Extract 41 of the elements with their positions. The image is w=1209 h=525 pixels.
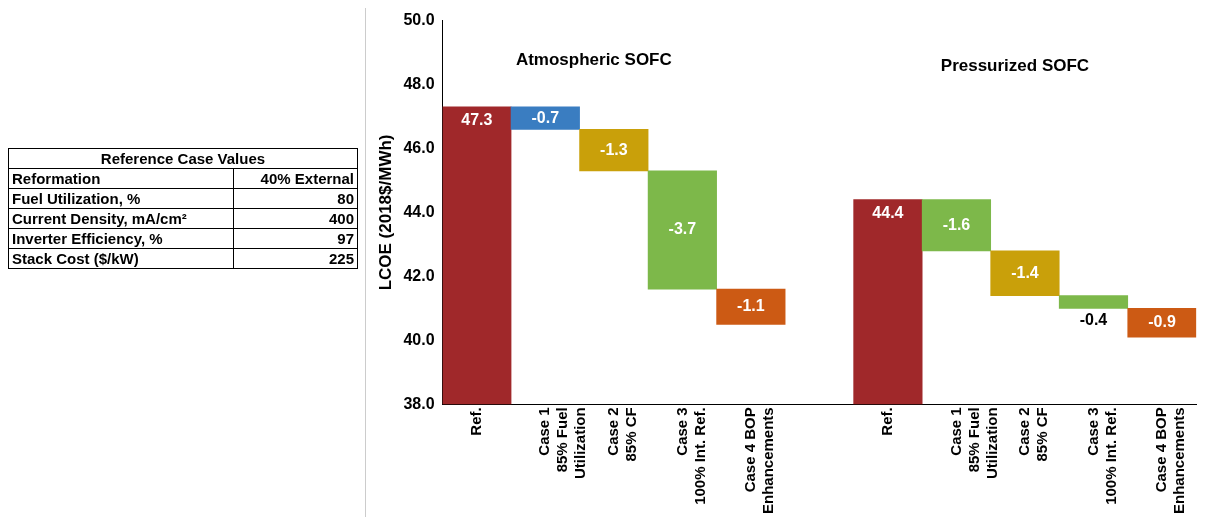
text: 225 (233, 248, 358, 269)
x-tick-label: Case 3 100% Int. Ref. (1083, 407, 1119, 505)
annotation: Pressurized SOFC (940, 56, 1090, 76)
data-label: -0.9 (1148, 313, 1176, 331)
text: Reformation (8, 168, 234, 189)
x-tick-label: Case 4 BOP Enhancements (741, 407, 777, 514)
x-tick-label: Ref. (466, 407, 484, 436)
y-tick-label: 38.0 (403, 394, 435, 412)
y-tick-label: 46.0 (403, 138, 435, 156)
x-tick-label: Ref. (878, 407, 896, 436)
text: Fuel Utilization, % (8, 188, 234, 209)
y-tick-label: 40.0 (403, 330, 435, 348)
data-label: -3.7 (668, 220, 697, 238)
data-label: -0.7 (531, 108, 560, 126)
data-label: -0.4 (1079, 310, 1108, 328)
data-label: 44.4 (872, 204, 904, 222)
text: 80 (233, 188, 358, 209)
x-tick-label: Case 4 BOP Enhancements (1152, 407, 1188, 514)
text: 97 (233, 228, 358, 249)
annotation: Atmospheric SOFC (515, 50, 672, 70)
y-tick-label: 44.0 (403, 202, 435, 220)
data-label: -1.3 (600, 140, 628, 158)
data-label: -1.6 (942, 215, 971, 233)
text: Stack Cost ($/kW) (8, 248, 234, 269)
y-tick-label: 42.0 (403, 266, 435, 284)
text: Current Density, mA/cm² (8, 208, 234, 229)
text: Reference Case Values (8, 148, 358, 169)
x-tick-label: Case 3 100% Int. Ref. (672, 407, 708, 505)
text: Inverter Efficiency, % (8, 228, 234, 249)
text: 40% External (233, 168, 358, 189)
y-tick-label: 50.0 (403, 11, 435, 29)
x-tick-label: Case 2 85% CF (603, 407, 639, 462)
data-label: 47.3 (461, 111, 493, 129)
x-tick-label: Case 1 85% Fuel Utilization (946, 407, 1000, 479)
y-tick-label: 48.0 (403, 74, 435, 92)
text: 400 (233, 208, 358, 229)
data-label: -1.4 (1011, 263, 1039, 281)
x-tick-label: Case 1 85% Fuel Utilization (535, 407, 589, 479)
x-tick-label: Case 2 85% CF (1015, 407, 1051, 462)
y-axis-title: LCOE (2018$/MWh) (375, 134, 395, 291)
data-label: -1.1 (737, 297, 765, 315)
